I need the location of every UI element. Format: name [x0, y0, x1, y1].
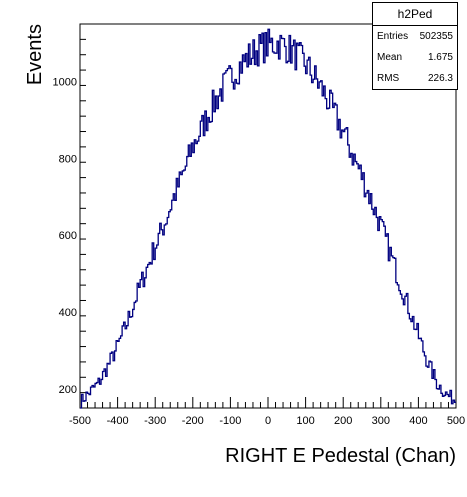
x-tick-label: 100 — [296, 415, 314, 427]
y-axis-title: Events — [24, 24, 46, 85]
y-tick-label: 800 — [59, 153, 77, 165]
stats-entries-value: 502355 — [419, 31, 453, 42]
stats-title: h2Ped — [373, 3, 457, 26]
x-tick-label: -300 — [144, 415, 166, 427]
stats-mean-label: Mean — [377, 52, 403, 63]
stats-row-rms: RMS 226.3 — [373, 68, 457, 89]
stats-rms-label: RMS — [377, 73, 400, 84]
y-tick-label: 400 — [59, 307, 77, 319]
stats-entries-label: Entries — [377, 31, 409, 42]
x-tick-label: 0 — [265, 415, 271, 427]
stats-row-mean: Mean 1.675 — [373, 47, 457, 68]
stats-row-entries: Entries 502355 — [373, 26, 457, 47]
stats-rms-value: 226.3 — [427, 73, 453, 84]
x-tick-label: 400 — [409, 415, 427, 427]
x-tick-label: 500 — [447, 415, 465, 427]
x-tick-label: -500 — [69, 415, 91, 427]
y-tick-label: 200 — [59, 384, 77, 396]
x-tick-label: 300 — [372, 415, 390, 427]
x-axis-title: RIGHT E Pedestal (Chan) — [225, 445, 456, 467]
stats-box: h2Ped Entries 502355 Mean 1.675 RMS 226.… — [372, 2, 458, 90]
stats-mean-value: 1.675 — [427, 52, 453, 63]
x-axis-ticks: -500 -400 -300 -200 -100 0 100 200 300 400 500 — [69, 397, 465, 427]
x-tick-label: -100 — [219, 415, 241, 427]
y-tick-label: 1000 — [53, 77, 77, 89]
x-tick-label: -200 — [182, 415, 204, 427]
x-tick-label: -400 — [107, 415, 129, 427]
y-tick-label: 600 — [59, 230, 77, 242]
x-tick-label: 200 — [334, 415, 352, 427]
y-axis-ticks: 200 400 600 800 1000 — [53, 23, 86, 409]
histogram-series-line — [80, 28, 456, 409]
